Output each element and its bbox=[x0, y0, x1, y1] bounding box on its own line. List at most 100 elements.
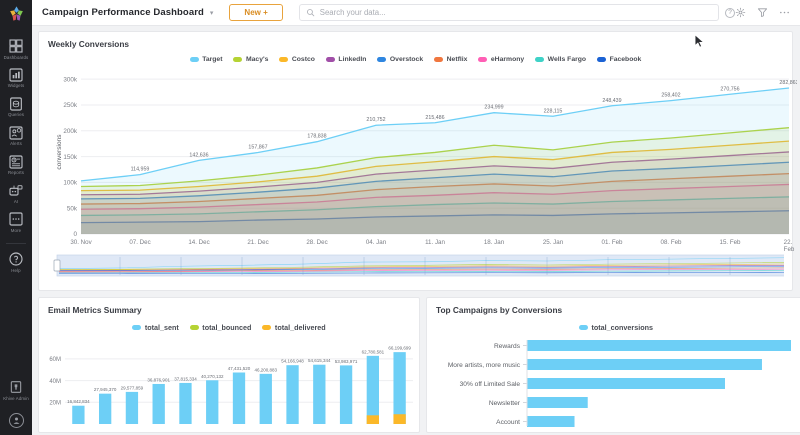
svg-text:54,615,344: 54,615,344 bbox=[308, 358, 331, 363]
svg-text:200k: 200k bbox=[63, 128, 78, 135]
legend-item[interactable]: total_sent bbox=[132, 323, 179, 332]
legend-item[interactable]: total_conversions bbox=[578, 323, 653, 332]
svg-text:46,200,883: 46,200,883 bbox=[255, 367, 278, 372]
bottom-row: Email Metrics Summary total_sent total_b… bbox=[38, 297, 800, 433]
top-header: Campaign Performance Dashboard ▾ New + S… bbox=[32, 0, 800, 26]
grid-icon bbox=[9, 39, 23, 53]
x-axis-tick: 11. Jan bbox=[425, 239, 445, 246]
svg-text:157,867: 157,867 bbox=[248, 145, 267, 151]
legend-item[interactable]: Costco bbox=[279, 56, 315, 63]
sidebar-item-queries[interactable]: Queries bbox=[0, 96, 32, 118]
svg-text:More artists, more music: More artists, more music bbox=[448, 362, 521, 369]
legend-item[interactable]: eHarmony bbox=[478, 56, 524, 63]
sidebar-item-ai[interactable]: AI bbox=[0, 183, 32, 205]
legend-swatch bbox=[325, 57, 335, 62]
email-metrics-title: Email Metrics Summary bbox=[48, 305, 142, 315]
filter-icon[interactable] bbox=[757, 7, 768, 18]
legend-item[interactable]: Overstock bbox=[377, 56, 423, 63]
main-area: Campaign Performance Dashboard ▾ New + S… bbox=[32, 0, 800, 435]
header-help-icon[interactable]: ? bbox=[725, 7, 735, 18]
legend-item[interactable]: total_bounced bbox=[189, 323, 251, 332]
legend-swatch bbox=[535, 57, 545, 62]
sidebar-item-label: Widgets bbox=[7, 83, 25, 89]
search-input[interactable]: Search your data... bbox=[319, 8, 386, 17]
legend-label: eHarmony bbox=[490, 56, 525, 63]
x-axis-tick: 30. Nov bbox=[70, 239, 92, 246]
sidebar-item-help[interactable]: Help bbox=[0, 251, 32, 273]
account-badge[interactable]: Khive Admin bbox=[0, 379, 32, 401]
sidebar-item-label: AI bbox=[13, 199, 19, 205]
legend-swatch bbox=[597, 57, 607, 62]
sidebar-item-widgets[interactable]: Widgets bbox=[0, 67, 32, 89]
new-button[interactable]: New + bbox=[229, 4, 283, 21]
x-axis-tick: 22. Feb bbox=[783, 239, 795, 253]
chevron-down-icon[interactable]: ▾ bbox=[209, 9, 214, 17]
svg-text:47,431,520: 47,431,520 bbox=[228, 366, 251, 371]
svg-text:300k: 300k bbox=[63, 76, 78, 83]
svg-text:114,959: 114,959 bbox=[131, 167, 150, 173]
email-metrics-card: Email Metrics Summary total_sent total_b… bbox=[38, 297, 420, 433]
trophy-icon bbox=[10, 381, 22, 393]
legend-item[interactable]: Facebook bbox=[597, 56, 641, 63]
legend-label: Costco bbox=[291, 56, 315, 63]
x-axis-tick: 04. Jan bbox=[365, 239, 387, 246]
sidebar-item-alerts[interactable]: Alerts bbox=[0, 125, 32, 147]
campaigns-bar-chart[interactable]: Rewards More artists, more music 30% off L… bbox=[427, 336, 800, 428]
legend-label: Overstock bbox=[389, 56, 424, 63]
minimap-chart[interactable] bbox=[51, 253, 797, 279]
sidebar-item-label: Queries bbox=[7, 112, 25, 118]
weekly-conversions-title: Weekly Conversions bbox=[48, 39, 130, 49]
legend-item[interactable]: total_delivered bbox=[262, 323, 326, 332]
svg-text:66,199,699: 66,199,699 bbox=[388, 346, 411, 351]
svg-text:Rewards: Rewards bbox=[494, 343, 521, 350]
search-box[interactable]: Search your data... bbox=[298, 4, 719, 21]
weekly-area-chart[interactable]: 0 50k 100k 150k 200k 250k 300k 114,959 142,636 15… bbox=[57, 66, 797, 238]
svg-text:54,166,948: 54,166,948 bbox=[281, 359, 304, 364]
legend-item[interactable]: Netflix bbox=[434, 56, 467, 63]
sidebar-item-label: Help bbox=[11, 267, 21, 273]
legend-label: total_sent bbox=[144, 323, 179, 332]
svg-text:37,815,334: 37,815,334 bbox=[174, 376, 197, 381]
svg-text:250k: 250k bbox=[63, 102, 78, 109]
ai-robot-icon bbox=[9, 184, 23, 196]
legend-swatch bbox=[434, 57, 444, 62]
legend-item[interactable]: LinkedIn bbox=[325, 56, 366, 63]
legend-item[interactable]: Wells Fargo bbox=[535, 56, 586, 63]
search-icon bbox=[306, 9, 315, 17]
svg-text:40,270,132: 40,270,132 bbox=[201, 374, 224, 379]
svg-text:36,876,901: 36,876,901 bbox=[147, 377, 170, 382]
dashboard-content: Weekly Conversions Target Macy's Costco … bbox=[32, 26, 800, 435]
range-selector-minimap[interactable] bbox=[51, 253, 797, 279]
sidebar-item-more[interactable]: More bbox=[0, 211, 32, 233]
svg-text:62,780,581: 62,780,581 bbox=[362, 349, 385, 354]
legend-label: Netflix bbox=[446, 56, 468, 63]
svg-text:258,402: 258,402 bbox=[661, 93, 680, 99]
x-axis-tick: 21. Dec bbox=[247, 239, 269, 246]
legend-item[interactable]: Macy's bbox=[233, 56, 268, 63]
svg-text:0: 0 bbox=[73, 231, 77, 238]
settings-gear-icon[interactable] bbox=[735, 7, 746, 18]
legend-swatch bbox=[132, 325, 142, 330]
legend-item[interactable]: Target bbox=[189, 56, 223, 63]
x-axis-tick: 08. Feb bbox=[660, 239, 682, 246]
x-axis-tick: 07. Dec bbox=[129, 239, 151, 246]
email-legend: total_sent total_bounced total_delivered bbox=[39, 323, 419, 332]
sidebar-item-dashboards[interactable]: Dashboards bbox=[0, 38, 32, 60]
overflow-menu-icon[interactable] bbox=[779, 10, 790, 15]
x-axis-tick: 14. Dec bbox=[188, 239, 210, 246]
app-logo[interactable] bbox=[0, 0, 32, 26]
legend-label: Target bbox=[202, 56, 223, 63]
x-axis-tick: 15. Feb bbox=[719, 239, 741, 246]
svg-text:16,842,834: 16,842,834 bbox=[67, 399, 90, 404]
svg-text:270,756: 270,756 bbox=[720, 86, 739, 92]
weekly-conversions-card: Weekly Conversions Target Macy's Costco … bbox=[38, 31, 797, 291]
svg-text:Newsletter: Newsletter bbox=[489, 400, 521, 407]
sidebar-item-reports[interactable]: Reports bbox=[0, 154, 32, 176]
x-axis-tick: 25. Jan bbox=[542, 239, 564, 246]
user-avatar-icon[interactable] bbox=[8, 413, 24, 428]
mouse-cursor bbox=[694, 34, 705, 48]
svg-text:50k: 50k bbox=[67, 205, 78, 212]
legend-label: Macy's bbox=[245, 56, 269, 63]
